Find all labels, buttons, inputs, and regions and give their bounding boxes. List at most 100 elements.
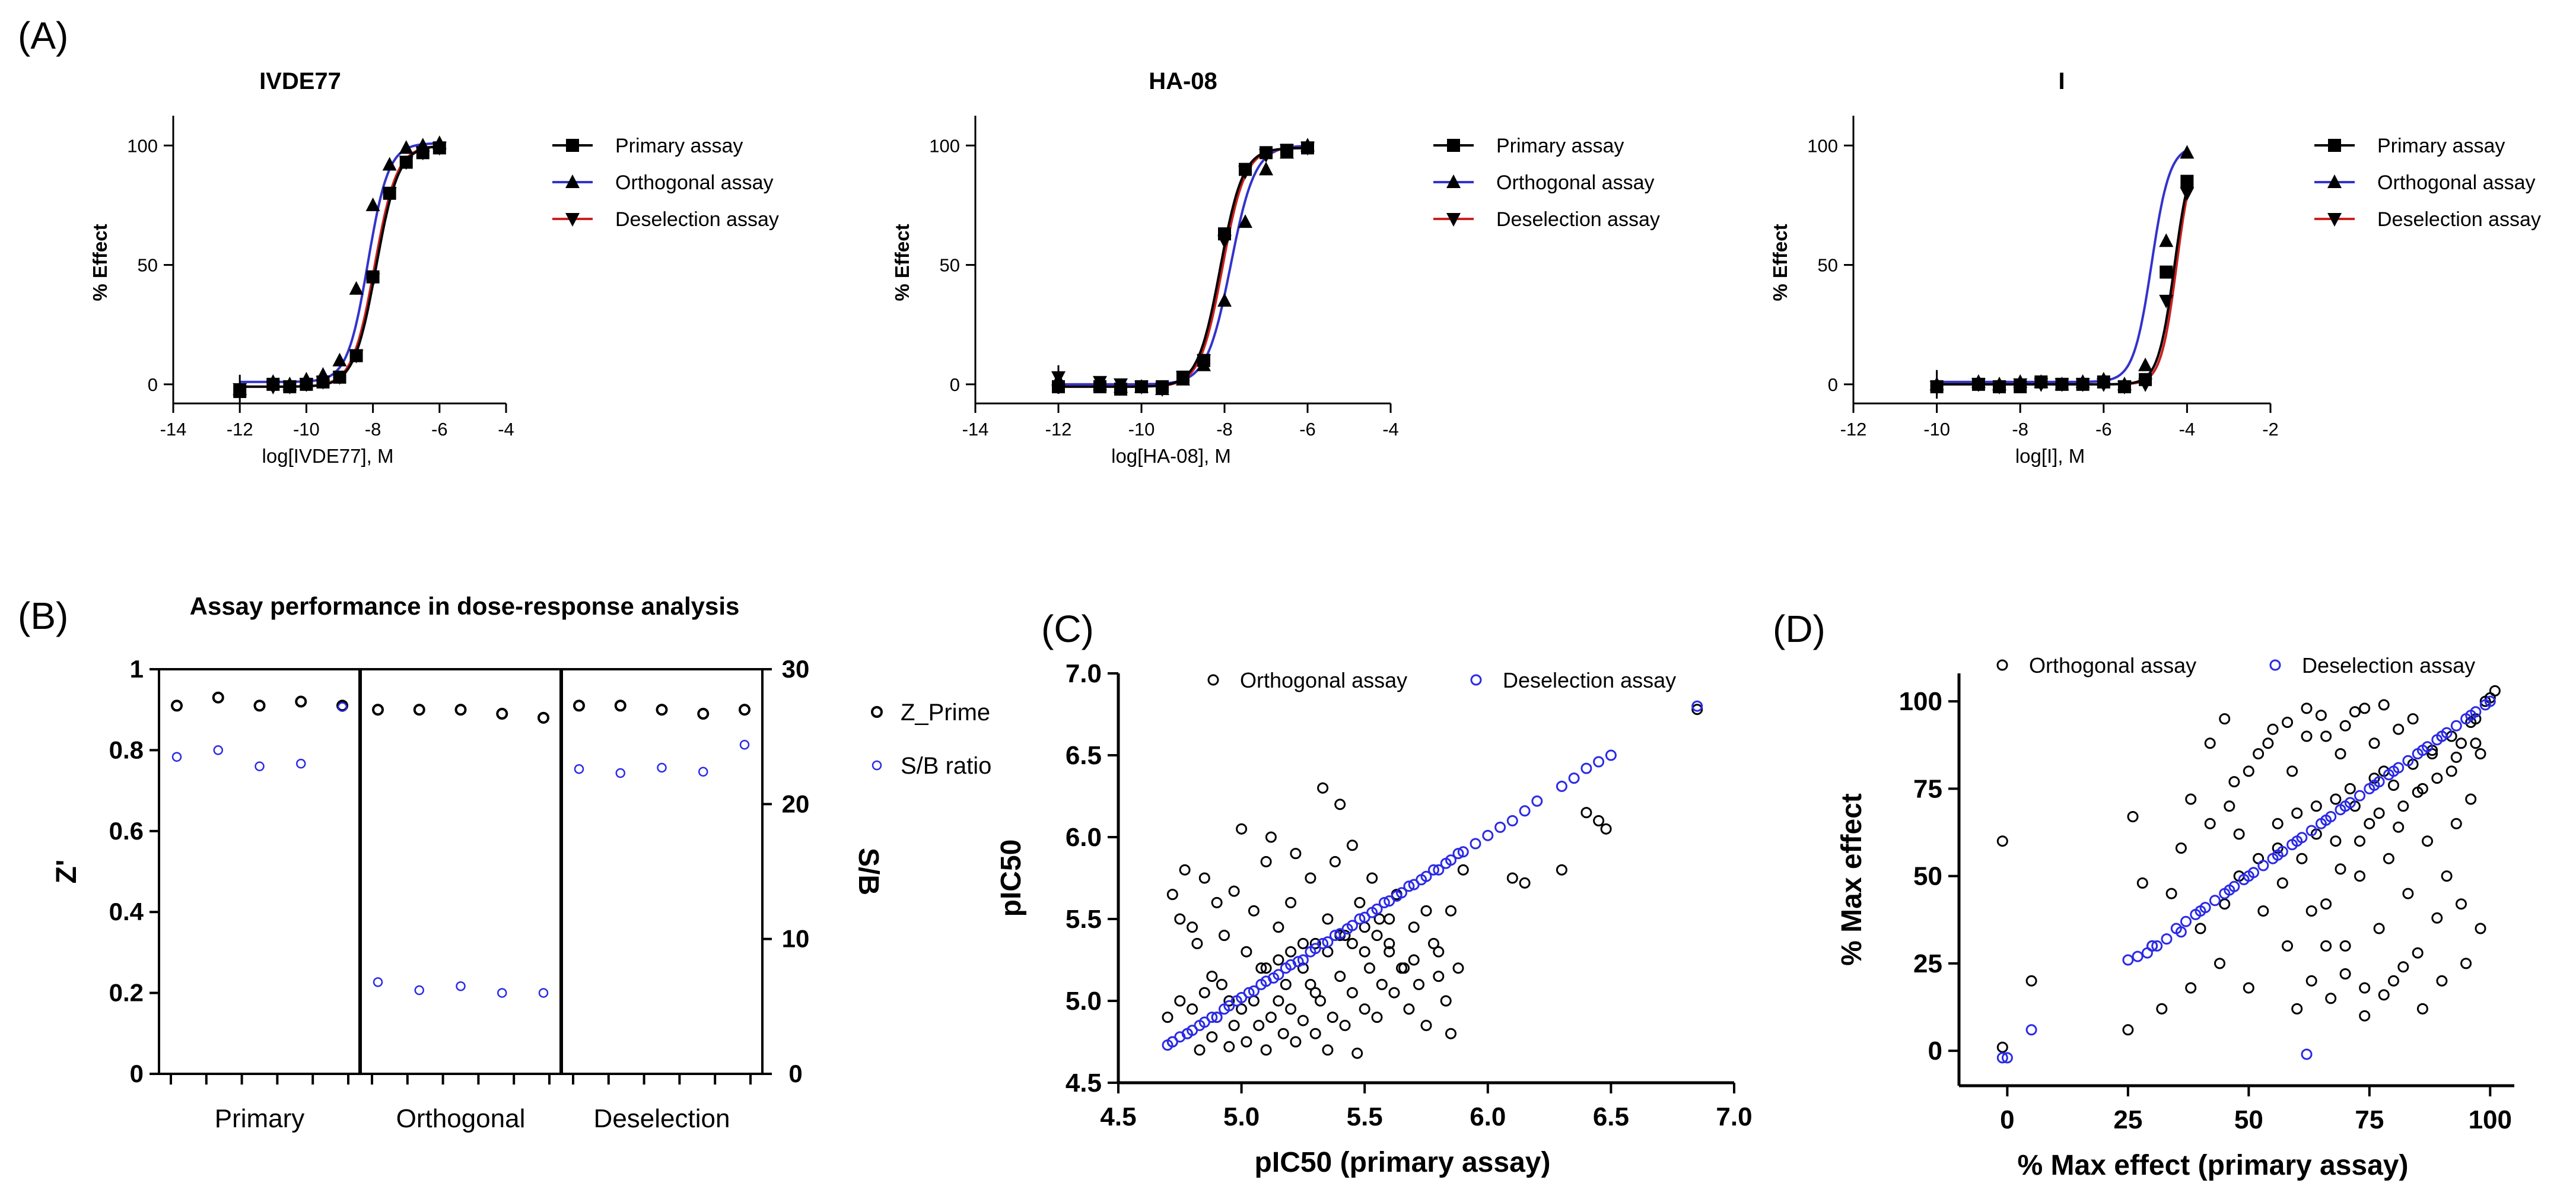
zprime-point xyxy=(295,695,307,708)
data-point-primary-assay xyxy=(1301,141,1314,155)
orthogonal-point xyxy=(2330,835,2342,847)
orthogonal-point xyxy=(1273,954,1284,966)
data-point-primary-assay xyxy=(1218,227,1231,241)
x-tick-label: -4 xyxy=(2179,419,2196,440)
deselection-point xyxy=(2025,1024,2037,1036)
deselection-point xyxy=(2132,950,2144,962)
orthogonal-point xyxy=(2489,685,2501,697)
deselection-point xyxy=(1219,1003,1230,1015)
orthogonal-point xyxy=(1216,978,1227,990)
orthogonal-point xyxy=(1329,856,1341,867)
orthogonal-point xyxy=(2339,968,2351,980)
orthogonal-point xyxy=(1187,921,1198,933)
y-tick-label: 50 xyxy=(1818,255,1838,276)
chart-title: I xyxy=(2058,68,2065,94)
orthogonal-point xyxy=(2233,828,2245,840)
compound-i-dose-response-chart: I -12 -10 -8 -6 -4 -2 0 50 100 log[I], M % Effect Pr… xyxy=(1769,68,2541,467)
x-axis-label: log[IVDE77], M xyxy=(262,445,394,467)
deselection-point xyxy=(1391,890,1403,902)
orthogonal-point xyxy=(2373,923,2385,934)
orthogonal-point xyxy=(1174,995,1186,1007)
max-effect-correlation-chart: 0 25 50 75 100 0 25 50 75 100 % Max effect (primar… xyxy=(1836,653,2514,1181)
deselection-point xyxy=(2224,884,2235,896)
deselection-point xyxy=(1519,805,1531,817)
orthogonal-point xyxy=(1556,864,1567,876)
zprime-point xyxy=(372,704,384,716)
y-tick-label: 100 xyxy=(1807,135,1838,156)
deselection-point xyxy=(1494,821,1506,833)
panel-label-a: (A) xyxy=(18,14,68,57)
data-point-primary-assay xyxy=(1176,370,1190,384)
x-tick-label: 0 xyxy=(2000,1105,2014,1134)
orthogonal-point xyxy=(2445,765,2457,777)
x-axis-label: % Max effect (primary assay) xyxy=(2018,1150,2409,1181)
y2-tick-label: 0 xyxy=(788,1060,802,1087)
deselection-point xyxy=(1255,978,1267,990)
legend-marker xyxy=(871,706,883,718)
fit-curve-orthogonal-assay xyxy=(239,142,440,383)
data-point-primary-assay xyxy=(2097,375,2110,389)
x-tick-label: -6 xyxy=(1299,419,1316,440)
orthogonal-point xyxy=(1179,864,1191,876)
orthogonal-point xyxy=(2344,783,2356,794)
orthogonal-point xyxy=(1351,1047,1363,1059)
deselection-point xyxy=(1248,985,1260,997)
orthogonal-point xyxy=(2339,940,2351,952)
orthogonal-point xyxy=(1228,885,1240,897)
y-tick-label: 0 xyxy=(950,374,960,395)
orthogonal-point xyxy=(2388,780,2399,791)
data-point-deselection-assay xyxy=(2159,294,2174,309)
orthogonal-point xyxy=(2257,905,2269,917)
orthogonal-point xyxy=(1248,905,1260,917)
orthogonal-point xyxy=(2368,737,2380,749)
orthogonal-point xyxy=(2291,807,2303,819)
y-tick-label: 6.5 xyxy=(1066,741,1102,770)
orthogonal-point xyxy=(2412,947,2424,959)
orthogonal-point xyxy=(1280,978,1292,990)
data-point-deselection-assay xyxy=(2180,187,2195,201)
legend-marker xyxy=(872,760,882,771)
orthogonal-point xyxy=(2416,1003,2428,1015)
deselection-point xyxy=(2195,905,2206,917)
deselection-point xyxy=(1556,780,1567,792)
orthogonal-point xyxy=(1305,978,1316,990)
orthogonal-point xyxy=(2185,982,2197,994)
deselection-point xyxy=(1317,937,1329,949)
orthogonal-point xyxy=(2422,835,2433,847)
orthogonal-point xyxy=(1285,896,1297,908)
sb-ratio-point xyxy=(497,988,507,998)
deselection-point xyxy=(1568,772,1580,784)
deselection-point xyxy=(1194,1019,1206,1031)
fit-curve-primary-assay xyxy=(239,145,441,388)
y2-tick-label: 30 xyxy=(782,655,810,683)
chart-title: Assay performance in dose-response analy… xyxy=(190,592,740,620)
orthogonal-point xyxy=(2195,923,2206,934)
legend-marker xyxy=(565,213,580,227)
orthogonal-point xyxy=(1408,954,1420,966)
y-tick-label: 0 xyxy=(1928,1036,1942,1066)
orthogonal-point xyxy=(1241,946,1252,958)
zprime-point xyxy=(573,699,585,712)
orthogonal-point xyxy=(2456,737,2467,749)
orthogonal-point xyxy=(2383,853,2394,864)
orthogonal-point xyxy=(2320,940,2332,952)
orthogonal-point xyxy=(2431,772,2443,784)
orthogonal-point xyxy=(2204,737,2216,749)
orthogonal-point xyxy=(1384,913,1395,925)
orthogonal-point xyxy=(1285,946,1297,958)
panel-label-c: (C) xyxy=(1041,608,1094,650)
orthogonal-point xyxy=(1428,937,1439,949)
orthogonal-point xyxy=(2364,818,2375,829)
data-point-primary-assay xyxy=(1156,380,1169,393)
orthogonal-point xyxy=(2460,958,2472,969)
deselection-point xyxy=(1211,1012,1223,1023)
legend-marker xyxy=(1470,674,1482,686)
orthogonal-point xyxy=(1519,877,1531,889)
orthogonal-point xyxy=(2156,1003,2168,1015)
orthogonal-point xyxy=(1228,1019,1240,1031)
orthogonal-point xyxy=(1388,987,1400,999)
zprime-point xyxy=(614,699,626,712)
data-point-primary-assay xyxy=(333,370,346,384)
y-tick-label: 100 xyxy=(127,135,158,156)
orthogonal-point xyxy=(2450,818,2462,829)
